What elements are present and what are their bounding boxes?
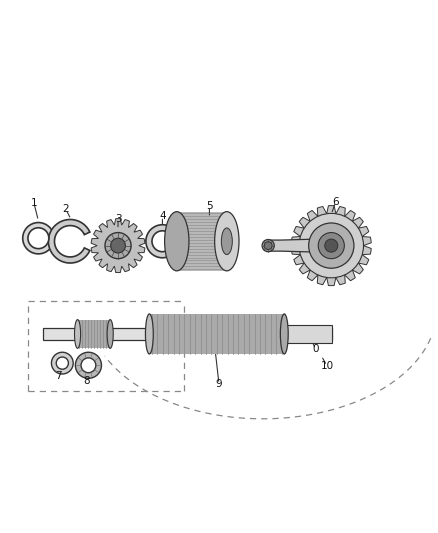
Circle shape: [105, 232, 131, 259]
Text: 7: 7: [55, 371, 61, 381]
Text: 10: 10: [320, 361, 333, 371]
Ellipse shape: [165, 212, 189, 271]
Circle shape: [75, 352, 102, 378]
Circle shape: [28, 228, 49, 249]
Ellipse shape: [264, 241, 272, 249]
Ellipse shape: [74, 320, 81, 349]
Ellipse shape: [280, 314, 288, 354]
Circle shape: [56, 357, 68, 369]
Text: 6: 6: [332, 197, 339, 207]
Text: 5: 5: [206, 201, 213, 212]
Text: 1: 1: [31, 198, 37, 208]
Polygon shape: [149, 314, 284, 354]
Text: 8: 8: [83, 376, 89, 385]
Polygon shape: [91, 219, 145, 272]
Text: 3: 3: [115, 214, 121, 224]
Circle shape: [111, 238, 125, 253]
Polygon shape: [291, 206, 371, 286]
Circle shape: [309, 223, 354, 268]
Circle shape: [23, 223, 54, 254]
Polygon shape: [43, 328, 332, 340]
Polygon shape: [284, 325, 332, 343]
Polygon shape: [177, 212, 227, 271]
Circle shape: [51, 352, 73, 374]
Ellipse shape: [262, 239, 274, 252]
Text: 9: 9: [215, 379, 223, 389]
Ellipse shape: [145, 314, 153, 354]
Circle shape: [152, 231, 173, 252]
Circle shape: [325, 239, 338, 252]
Circle shape: [299, 213, 364, 278]
Text: 0: 0: [312, 344, 319, 354]
Circle shape: [81, 358, 96, 373]
Text: 4: 4: [159, 212, 166, 221]
Ellipse shape: [215, 212, 239, 271]
Polygon shape: [268, 239, 318, 252]
Circle shape: [146, 225, 179, 258]
Ellipse shape: [221, 228, 232, 255]
Ellipse shape: [107, 320, 113, 349]
Circle shape: [318, 232, 344, 259]
Polygon shape: [78, 320, 110, 349]
Text: 2: 2: [63, 204, 69, 214]
Polygon shape: [48, 220, 90, 263]
